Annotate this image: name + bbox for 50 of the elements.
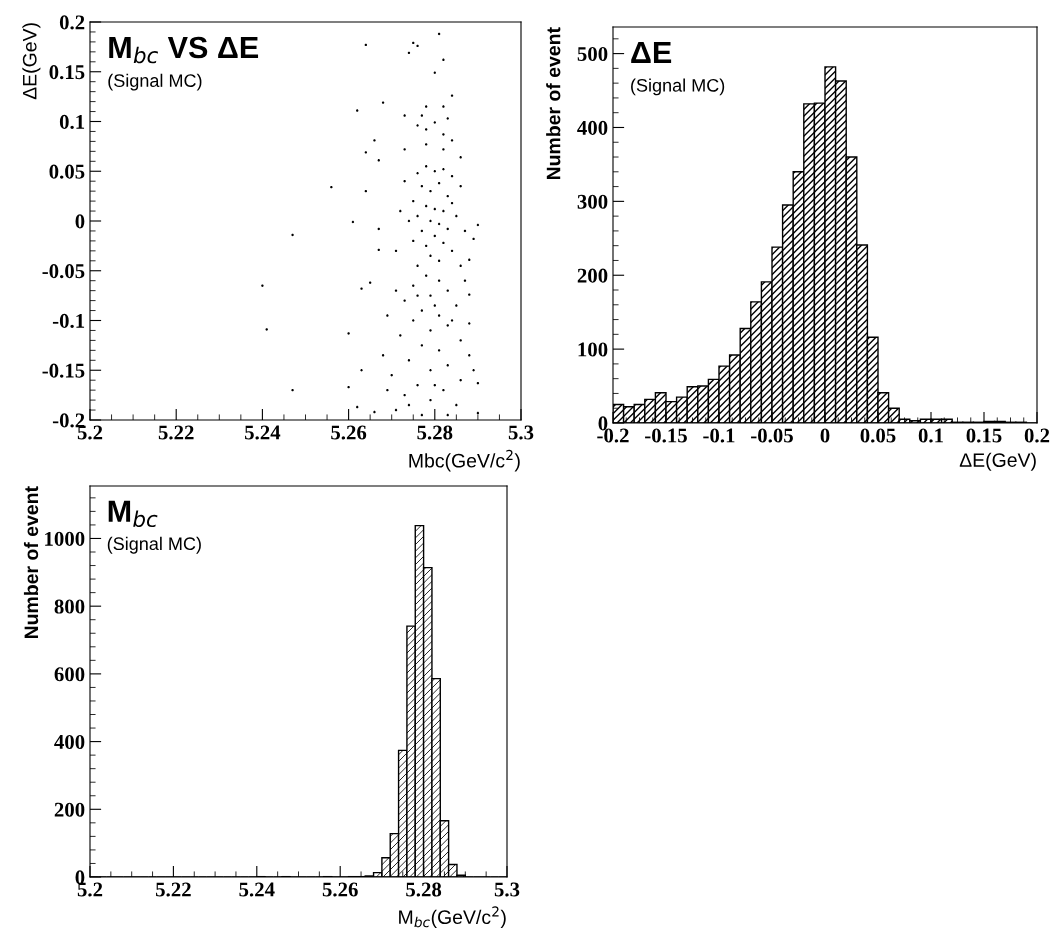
text: (Signal MC) bbox=[107, 536, 201, 554]
x-tick-label: 5.22 bbox=[158, 425, 194, 440]
y-tick-label: 500 bbox=[577, 46, 608, 62]
y-tick-label: -0.15 bbox=[42, 363, 85, 378]
y-tick-label: 0.05 bbox=[49, 164, 85, 179]
x-axis-title: M$_{bc}$(GeV/c$^{2}$) bbox=[399, 906, 506, 928]
x-tick-label: 0.15 bbox=[966, 428, 1002, 443]
y-tick-label: 600 bbox=[54, 667, 85, 682]
y-tick-label: 200 bbox=[54, 802, 85, 817]
x-tick-label: 5.28 bbox=[406, 882, 442, 897]
x-axis-title: Mbc(GeV/c$^{2}$) bbox=[409, 449, 520, 472]
text: (Signal MC) bbox=[108, 73, 202, 91]
chart-title: M$_{bc}$ bbox=[108, 500, 158, 528]
x-tick-label: 5.24 bbox=[245, 425, 281, 440]
x-tick-label: 5.2 bbox=[77, 882, 103, 897]
y-tick-label: 100 bbox=[578, 342, 608, 357]
y-tick-label: 400 bbox=[54, 734, 85, 750]
x-tick-label: 5.24 bbox=[239, 882, 275, 897]
x-axis-title: ΔE(GeV) bbox=[959, 452, 1036, 471]
y-tick-label: 400 bbox=[577, 120, 608, 135]
y-tick-label: 0 bbox=[75, 870, 85, 885]
x-tick-label: 0.1 bbox=[918, 428, 943, 443]
y-tick-label: 300 bbox=[577, 194, 608, 209]
y-tick-label: -0.1 bbox=[52, 313, 85, 329]
x-tick-label: 0 bbox=[820, 428, 830, 443]
y-tick-label: 0.2 bbox=[59, 15, 85, 30]
x-tick-label: -0.1 bbox=[703, 428, 735, 443]
text: (Signal MC) bbox=[631, 78, 725, 96]
y-tick-label: 1000 bbox=[45, 531, 85, 546]
x-tick-label: 5.26 bbox=[331, 425, 367, 440]
y-axis-title: Number of event bbox=[23, 486, 39, 639]
x-tick-label: 5.26 bbox=[322, 882, 358, 897]
x-tick-label: 0.05 bbox=[860, 428, 896, 443]
x-tick-label: 5.3 bbox=[494, 882, 520, 897]
y-tick-label: 0.1 bbox=[59, 114, 85, 130]
y-tick-label: 0 bbox=[75, 214, 85, 229]
y-tick-label: 800 bbox=[54, 599, 85, 614]
x-tick-label: -0.15 bbox=[645, 428, 687, 443]
x-tick-label: 0.2 bbox=[1024, 428, 1050, 443]
x-tick-label: -0.05 bbox=[751, 428, 793, 443]
x-tick-label: 5.22 bbox=[156, 882, 191, 897]
y-axis-title: ΔE(GeV) bbox=[22, 23, 41, 100]
x-tick-label: 5.3 bbox=[508, 425, 534, 440]
chart-title: ΔE bbox=[631, 41, 672, 63]
chart-title: M$_{bc}$ VS ΔE bbox=[109, 36, 259, 64]
y-axis-title: Number of event bbox=[546, 27, 561, 180]
y-tick-label: 200 bbox=[577, 268, 608, 283]
y-tick-label: -0.05 bbox=[42, 264, 85, 279]
y-tick-label: 0.15 bbox=[49, 65, 85, 80]
x-tick-label: 5.28 bbox=[417, 425, 453, 440]
